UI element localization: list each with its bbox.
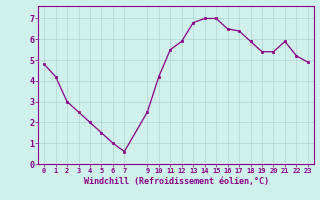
X-axis label: Windchill (Refroidissement éolien,°C): Windchill (Refroidissement éolien,°C) xyxy=(84,177,268,186)
